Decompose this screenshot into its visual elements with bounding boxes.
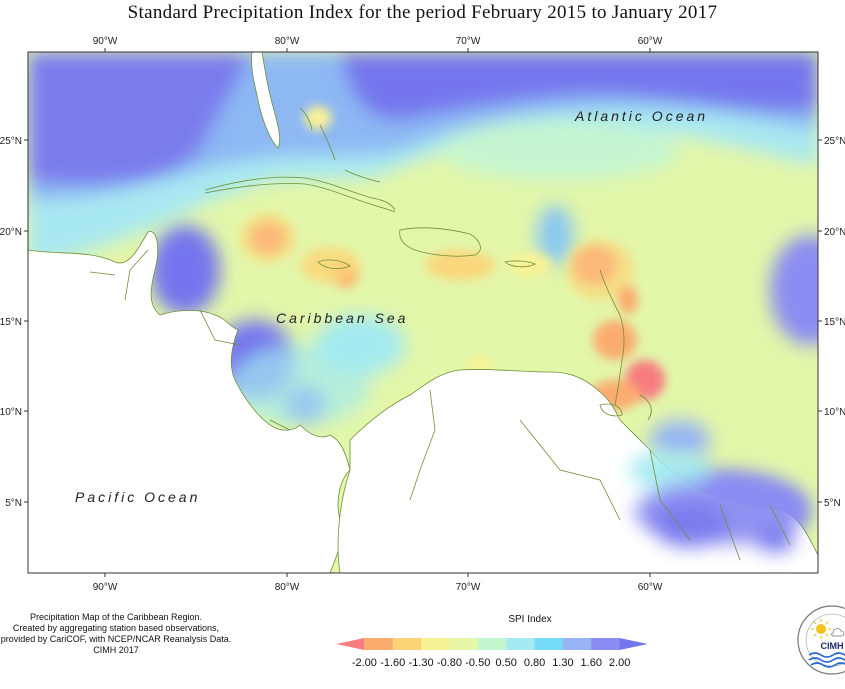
colorbar-swatch	[392, 638, 422, 650]
lat-label-right-10n: 10°N	[824, 407, 845, 418]
wave-icon	[808, 652, 845, 668]
top-axis	[104, 48, 651, 52]
lat-label-right-25n: 25°N	[824, 136, 845, 147]
islands	[89, 107, 791, 561]
legend-title: SPI Index	[508, 614, 552, 625]
colorbar-tick-label: 1.30	[552, 657, 573, 669]
colorbar-swatch	[449, 638, 479, 650]
colorbar-swatch	[562, 638, 592, 650]
credit-block: Precipitation Map of the Caribbean Regio…	[0, 612, 232, 656]
colorbar-tick-label: -1.60	[380, 657, 405, 669]
colorbar-tick-label: -2.00	[352, 657, 377, 669]
cimh-logo: CIMH	[795, 603, 845, 682]
credit-line: provided by CariCOF, with NCEP/NCAR Rean…	[0, 634, 232, 644]
colorbar-tick-label: 0.50	[495, 657, 516, 669]
colorbar-swatch	[506, 638, 536, 650]
spi-field	[28, 52, 818, 573]
colorbar-tick-label: -1.30	[409, 657, 434, 669]
atlantic-ocean-label: Atlantic Ocean	[574, 108, 708, 124]
colorbar-tick-label: 0.80	[524, 657, 545, 669]
lon-label-bottom-80w: 80°W	[275, 582, 300, 593]
lat-label-right-15n: 15°N	[824, 317, 845, 328]
lat-label-left-5n: 5°N	[5, 498, 22, 509]
lon-label-bottom-60w: 60°W	[638, 582, 663, 593]
colorbar-swatch	[619, 638, 648, 650]
lon-label-top-70w: 70°W	[456, 36, 481, 47]
colorbar-swatch	[591, 638, 621, 650]
lon-label-top-80w: 80°W	[275, 36, 300, 47]
lat-label-left-20n: 20°N	[0, 227, 22, 238]
lat-label-left-15n: 15°N	[0, 317, 22, 328]
caribbean-sea-label: Caribbean Sea	[276, 310, 408, 326]
bottom-axis	[104, 573, 651, 577]
map-frame	[27, 51, 819, 574]
spi-colorbar: -2.00 -1.60 -1.30 -0.80 -0.50 0.50 0.80 1.30 1.6…	[336, 638, 648, 669]
pacific-ocean-label: Pacific Ocean	[75, 489, 200, 505]
colorbar-tick-label: 1.60	[581, 657, 602, 669]
colorbar-swatch	[421, 638, 450, 650]
lon-label-top-90w: 90°W	[93, 36, 118, 47]
colorbar-tick-label: 2.00	[609, 657, 630, 669]
sun-icon	[811, 619, 831, 639]
logo-text: CIMH	[821, 641, 844, 651]
lat-label-right-5n: 5°N	[824, 498, 841, 509]
lat-label-left-25n: 25°N	[0, 136, 22, 147]
colorbar-tick-label: -0.80	[437, 657, 462, 669]
colorbar-swatch	[534, 638, 564, 650]
credit-line: CIMH 2017	[93, 645, 139, 655]
lon-label-bottom-70w: 70°W	[456, 582, 481, 593]
lon-label-bottom-90w: 90°W	[93, 582, 118, 593]
lat-label-right-20n: 20°N	[824, 227, 845, 238]
lat-label-left-10n: 10°N	[0, 407, 22, 418]
colorbar-swatch	[336, 638, 365, 650]
colorbar-tick-label: -0.50	[465, 657, 490, 669]
colorbar-swatch	[477, 638, 507, 650]
colorbar-swatch	[364, 638, 394, 650]
credit-line: Created by aggregating station based obs…	[12, 623, 220, 633]
map-title: Standard Precipitation Index for the per…	[127, 2, 718, 23]
left-axis	[24, 139, 28, 503]
credit-line: Precipitation Map of the Caribbean Regio…	[29, 612, 203, 622]
lon-label-top-60w: 60°W	[638, 36, 663, 47]
right-axis	[818, 139, 822, 503]
cloud-icon	[831, 628, 845, 637]
